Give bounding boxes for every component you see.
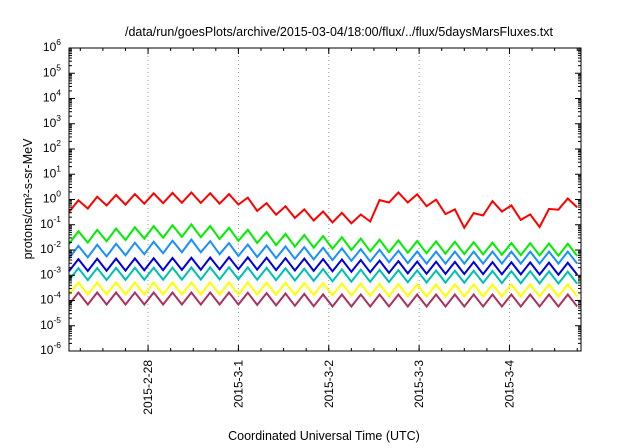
series-line-1	[68, 191, 578, 230]
y-tick-label: 10-5	[40, 315, 61, 332]
y-tick-label: 100	[43, 189, 61, 206]
y-tick-label: 101	[43, 163, 61, 180]
y-axis: 10-6 10-5 10-4 10-3 10-2 10-1 100 101 102 103 104 1…	[40, 37, 581, 357]
series-line-3	[68, 237, 578, 266]
x-tick-label: 2015-2-28	[141, 360, 155, 415]
series-line-6	[68, 280, 578, 299]
x-tick-label: 2015-3-3	[412, 360, 426, 408]
grid	[147, 48, 510, 351]
x-tick-label: 2015-3-1	[231, 360, 245, 408]
y-tick-label: 105	[43, 62, 61, 79]
x-tick-label: 2015-3-4	[502, 360, 516, 408]
y-tick-label: 102	[43, 138, 61, 155]
chart-title: /data/run/goesPlots/archive/2015-03-04/1…	[125, 25, 554, 39]
y-tick-label: 10-2	[40, 239, 61, 256]
series-line-2	[68, 222, 578, 258]
series-line-4	[68, 255, 578, 277]
y-tick-label: 10-6	[40, 340, 61, 357]
series-line-5	[68, 265, 578, 286]
series-line-7	[68, 290, 578, 309]
x-tick-label: 2015-3-2	[322, 360, 336, 408]
y-tick-label: 103	[43, 113, 61, 130]
y-tick-label: 104	[43, 88, 61, 105]
y-tick-label: 10-3	[40, 264, 61, 281]
x-axis: 2015-2-28 2015-3-1 2015-3-2 2015-3-3 2015-3-…	[79, 48, 578, 415]
x-axis-label: Coordinated Universal Time (UTC)	[228, 429, 420, 443]
y-tick-label: 10-4	[40, 290, 61, 307]
series-layer	[68, 191, 578, 309]
y-tick-label: 106	[43, 37, 61, 54]
y-axis-label: protons/cm²-s-sr-MeV	[21, 138, 35, 260]
y-tick-label: 10-1	[40, 214, 61, 231]
plot-frame	[68, 47, 582, 352]
